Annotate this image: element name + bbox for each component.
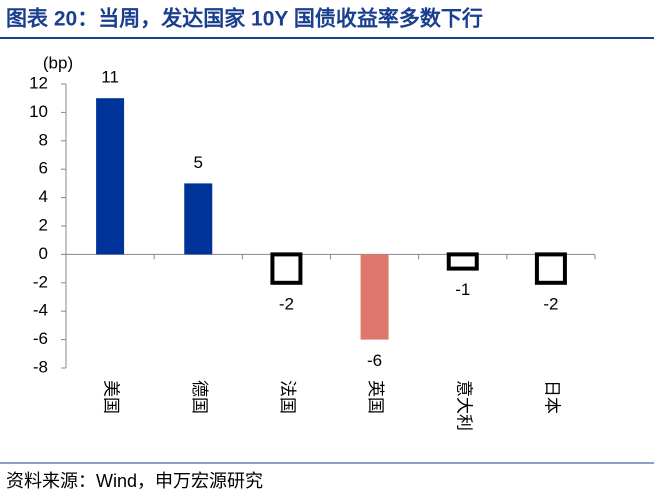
y-tick-label: 12 <box>29 73 48 92</box>
x-tick-label: 法国 <box>278 380 297 414</box>
x-tick-label: 美国 <box>102 380 121 414</box>
bar <box>446 252 479 271</box>
value-label: 5 <box>194 153 203 172</box>
x-tick-label: 日本 <box>542 380 561 414</box>
y-tick-label: 2 <box>39 215 48 234</box>
value-label: 11 <box>101 68 119 87</box>
bar <box>360 254 389 340</box>
bar <box>184 183 213 255</box>
y-tick-label: 10 <box>29 102 48 121</box>
x-tick-label: 英国 <box>366 380 385 414</box>
y-tick-label: -8 <box>33 357 48 376</box>
y-tick-label: -4 <box>33 301 48 320</box>
y-tick-label: -2 <box>33 272 48 291</box>
bar <box>534 252 567 285</box>
y-tick-label: 0 <box>39 244 48 263</box>
value-label: -2 <box>543 294 558 313</box>
y-tick-label: 8 <box>39 130 48 149</box>
bar <box>96 98 125 255</box>
x-tick-label: 德国 <box>190 380 209 414</box>
y-unit: (bp) <box>43 53 73 72</box>
chart-title: 图表 20：当周，发达国家 10Y 国债收益率多数下行 <box>6 7 483 31</box>
y-tick-label: 4 <box>39 187 48 206</box>
y-tick-label: 6 <box>39 159 48 178</box>
value-label: -1 <box>455 280 470 299</box>
x-tick-label: 意大利 <box>454 380 473 431</box>
y-tick-label: -6 <box>33 329 48 348</box>
source-note: 资料来源：Wind，申万宏源研究 <box>6 471 263 491</box>
bar <box>270 252 303 285</box>
value-label: -2 <box>279 294 294 313</box>
value-label: -6 <box>367 351 382 370</box>
